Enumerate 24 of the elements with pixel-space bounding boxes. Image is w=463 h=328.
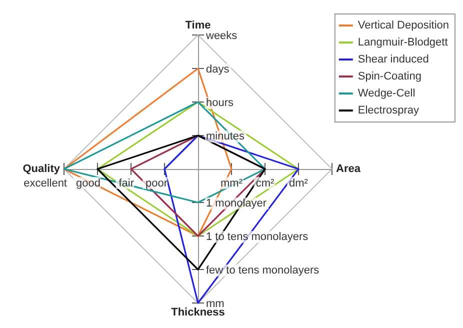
legend-label: Langmuir-Blodgett <box>358 36 448 48</box>
text: fair <box>118 178 134 190</box>
text: hours <box>206 97 234 109</box>
legend-label: Vertical Deposition <box>358 20 450 32</box>
text: minutes <box>206 130 245 142</box>
legend-label: Wedge-Cell <box>358 88 416 100</box>
spoke-label: Area <box>336 163 362 175</box>
text: poor <box>145 178 168 190</box>
text: mm <box>206 298 224 310</box>
text: 1 to tens monolayers <box>206 231 308 243</box>
legend-label: Shear induced <box>358 54 429 66</box>
text: 1 monolayer <box>206 198 267 210</box>
text: days <box>206 64 230 76</box>
text: dm² <box>289 178 308 190</box>
legend-label: Electrospray <box>358 104 420 116</box>
spoke-label: Quality <box>22 163 61 175</box>
text: cm² <box>256 178 274 190</box>
legend-label: Spin-Coating <box>358 70 422 82</box>
text: excellent <box>24 178 67 190</box>
spoke-label: Time <box>185 20 211 32</box>
text: weeks <box>206 30 238 42</box>
text: mm² <box>220 178 242 190</box>
text: few to tens monolayers <box>206 264 320 276</box>
text: good <box>76 178 100 190</box>
